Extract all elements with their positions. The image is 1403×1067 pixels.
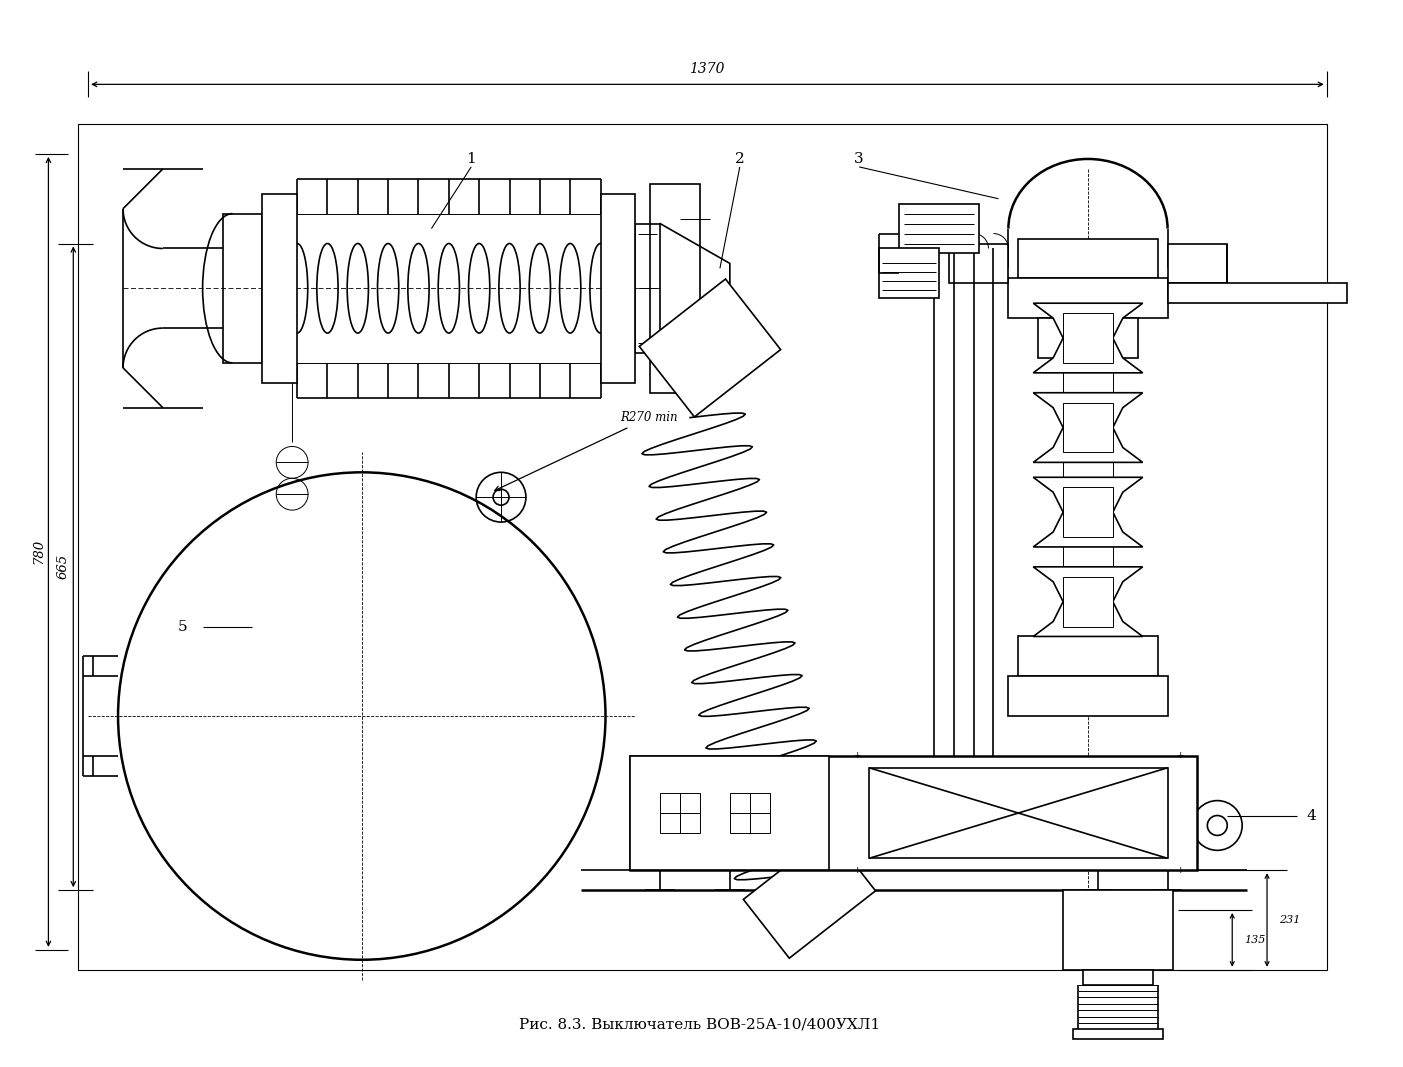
Bar	[730, 793, 770, 833]
Text: 231: 231	[1280, 915, 1301, 925]
Polygon shape	[1033, 303, 1142, 372]
Bar	[868, 768, 1167, 858]
Bar	[223, 213, 262, 363]
Text: +: +	[853, 865, 861, 875]
Bar	[262, 194, 297, 383]
Bar	[630, 755, 829, 871]
Bar	[1063, 303, 1113, 393]
Bar	[661, 793, 700, 833]
Bar	[1019, 239, 1157, 278]
Text: R270 min: R270 min	[495, 411, 678, 491]
Bar	[1063, 402, 1113, 452]
Polygon shape	[1033, 393, 1142, 462]
Text: 2: 2	[735, 152, 745, 166]
Polygon shape	[744, 832, 875, 958]
Bar	[1167, 243, 1228, 284]
Bar	[1063, 488, 1113, 537]
Polygon shape	[640, 278, 780, 417]
Text: 3: 3	[854, 152, 864, 166]
Bar	[1083, 970, 1153, 985]
Bar	[1009, 278, 1167, 318]
Text: 4: 4	[1308, 809, 1316, 823]
Text: 135: 135	[1244, 935, 1266, 945]
Bar	[1038, 318, 1138, 357]
Polygon shape	[1033, 477, 1142, 547]
Bar	[1063, 393, 1113, 477]
Bar	[1167, 284, 1347, 303]
Bar	[1009, 676, 1167, 716]
Bar	[600, 194, 636, 383]
Bar	[1019, 636, 1157, 676]
Text: +: +	[853, 751, 861, 761]
Text: 1370: 1370	[689, 62, 725, 77]
Text: 1: 1	[466, 152, 476, 166]
Bar	[1063, 477, 1113, 567]
Text: 665: 665	[58, 554, 70, 579]
Bar	[899, 204, 978, 254]
Text: +: +	[1176, 865, 1183, 875]
Bar	[880, 249, 939, 299]
Bar	[1063, 577, 1113, 626]
Bar	[948, 243, 1009, 284]
Bar	[1063, 313, 1113, 363]
Text: 780: 780	[32, 539, 45, 564]
Text: Рис. 8.3. Выключатель ВОВ-25А-10/400УХЛ1: Рис. 8.3. Выключатель ВОВ-25А-10/400УХЛ1	[519, 1018, 881, 1032]
Bar	[636, 224, 661, 353]
Text: 5: 5	[178, 620, 188, 634]
Polygon shape	[1033, 567, 1142, 636]
Bar	[79, 124, 1327, 970]
Bar	[1073, 1030, 1163, 1039]
Bar	[630, 755, 1197, 871]
Bar	[1063, 890, 1173, 970]
Text: +: +	[1176, 751, 1183, 761]
Bar	[650, 184, 700, 393]
